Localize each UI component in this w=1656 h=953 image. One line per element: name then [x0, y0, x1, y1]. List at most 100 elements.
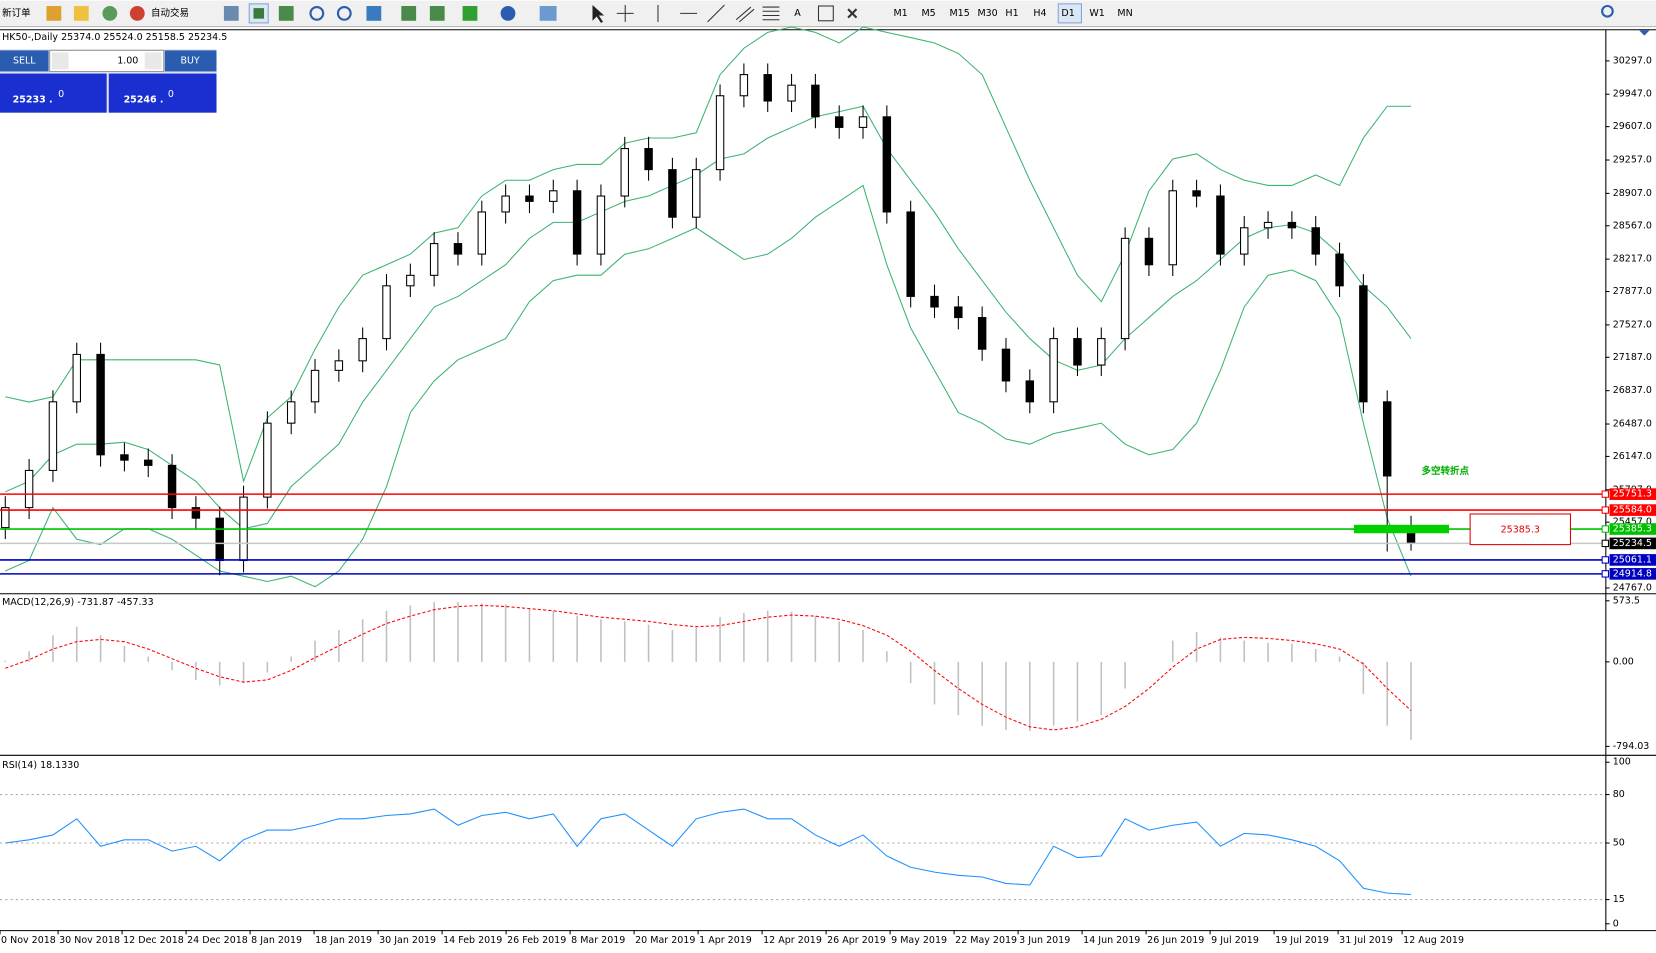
channel-icon[interactable]	[735, 6, 755, 23]
x-tick-label: 19 Jul 2019	[1275, 935, 1329, 946]
price-level-marker	[1601, 556, 1610, 564]
timeframe-button[interactable]: H4	[1033, 8, 1046, 19]
x-tick-label: 14 Feb 2019	[443, 935, 502, 946]
icon[interactable]	[73, 5, 89, 21]
y-tick-label: 30297.0	[1613, 55, 1652, 66]
text-tool[interactable]: A	[794, 8, 801, 19]
price-level-label: 25061.1	[1613, 554, 1652, 565]
template-icon[interactable]	[539, 5, 557, 21]
x-tick-label: 24 Dec 2018	[187, 935, 248, 946]
new-order-button[interactable]: 新订单	[2, 7, 31, 19]
icon[interactable]	[223, 5, 239, 21]
candle-body	[525, 195, 534, 202]
timeframe-button[interactable]: D1	[1061, 8, 1074, 19]
candle-body	[715, 95, 725, 171]
x-tick-label: 12 Apr 2019	[763, 935, 822, 946]
x-tick-label: 20 Mar 2019	[635, 935, 695, 946]
auto-trading-button[interactable]: 自动交易	[151, 7, 189, 19]
candle-body	[644, 148, 653, 171]
candle-body	[1025, 380, 1035, 403]
buy-price-big[interactable]: 0	[168, 89, 174, 100]
bollinger-band	[5, 26, 1411, 484]
icon[interactable]	[429, 5, 445, 21]
sell-price-big[interactable]: 0	[58, 89, 64, 100]
sell-price-box[interactable]	[0, 73, 107, 113]
sell-button[interactable]	[0, 50, 49, 72]
bollinger-band	[5, 184, 1412, 588]
buy-label[interactable]: BUY	[180, 55, 199, 66]
y-tick-label: 573.5	[1613, 595, 1640, 606]
y-tick-label: 26487.0	[1613, 419, 1652, 430]
candle-body	[620, 148, 629, 197]
sell-label[interactable]: SELL	[13, 55, 36, 66]
icon[interactable]	[401, 5, 417, 21]
auto-trading-icon[interactable]	[129, 5, 145, 21]
period-icon[interactable]	[500, 5, 516, 21]
trendline-icon[interactable]	[707, 4, 725, 23]
price-level-marker	[1601, 570, 1610, 578]
buy-button[interactable]	[164, 50, 217, 72]
icon[interactable]	[46, 5, 62, 21]
candle-body	[1097, 338, 1106, 366]
search-icon[interactable]	[1601, 4, 1614, 18]
timeframe-button[interactable]: M5	[921, 8, 935, 19]
macd-signal-line	[5, 604, 1412, 731]
candle-body	[572, 190, 582, 255]
icon[interactable]	[366, 5, 382, 21]
icon[interactable]	[253, 8, 265, 19]
price-level-marker	[1601, 525, 1610, 533]
arrows-icon[interactable]	[847, 8, 858, 19]
lot-down[interactable]	[51, 52, 69, 70]
price-level-marker	[1601, 490, 1610, 498]
timeframe-button[interactable]: M30	[977, 8, 997, 19]
candle-body	[429, 243, 439, 276]
zoom-in[interactable]	[309, 5, 325, 21]
lot-up[interactable]	[144, 52, 162, 70]
scroll-marker[interactable]	[1639, 30, 1650, 36]
x-tick-label: 22 May 2019	[955, 935, 1017, 946]
timeframe-button[interactable]: M15	[949, 8, 969, 19]
one-click-trading: SELL 1.00 BUY 25233 . 0 25246 . 0	[0, 49, 217, 113]
fibo-icon[interactable]	[762, 6, 780, 21]
timeframe-active	[1057, 3, 1082, 24]
x-tick-label: 9 Jul 2019	[1211, 935, 1259, 946]
y-tick-label: 25457.0	[1613, 517, 1652, 528]
candle-body	[477, 211, 487, 255]
candle-body	[1073, 338, 1082, 366]
timeframe-bar: M1 M5 M15 M30 H1 H4 D1 W1 MN	[893, 3, 1133, 24]
y-tick-label: 15	[1613, 894, 1625, 905]
icon[interactable]	[102, 5, 118, 21]
buy-price[interactable]: 25246 .	[124, 94, 164, 105]
turning-point-annotation: 多空转折点	[1422, 465, 1470, 477]
candle-body	[48, 401, 58, 471]
candle-body	[739, 74, 749, 97]
x-tick-label: 9 May 2019	[891, 935, 947, 946]
x-tick-label: 30 Jan 2019	[379, 935, 436, 946]
panel-borders	[0, 29, 1656, 932]
crosshair-icon[interactable]	[616, 4, 634, 22]
timeframe-button[interactable]: M1	[893, 8, 907, 19]
candle-body	[1263, 221, 1273, 229]
zoom-out[interactable]	[336, 5, 352, 21]
label-icon[interactable]	[817, 5, 834, 22]
y-tick-label: -794.03	[1613, 741, 1650, 752]
price-level-tag	[1609, 537, 1656, 550]
plots: HK50-,Daily 25374.0 25524.0 25158.5 2523…	[0, 26, 1656, 946]
price-level-tag	[1609, 488, 1656, 500]
timeframe-button[interactable]: MN	[1117, 8, 1132, 19]
candle-body	[596, 195, 606, 255]
cursor-icon[interactable]	[592, 4, 605, 23]
timeframe-button[interactable]: H1	[1005, 8, 1018, 19]
price-level-tag	[1609, 554, 1656, 566]
lot-value[interactable]: 1.00	[117, 55, 138, 66]
buy-price-box[interactable]	[108, 73, 217, 113]
icon[interactable]	[462, 5, 478, 21]
sell-price[interactable]: 25233 .	[13, 94, 53, 105]
candle-body	[358, 338, 367, 362]
timeframe-button[interactable]: W1	[1089, 8, 1104, 19]
y-tick-label: 28907.0	[1613, 188, 1652, 199]
candle-body	[1359, 285, 1368, 403]
icon[interactable]	[278, 5, 294, 21]
x-tick-label: 3 Jun 2019	[1019, 935, 1070, 946]
lot-input[interactable]	[49, 49, 165, 73]
